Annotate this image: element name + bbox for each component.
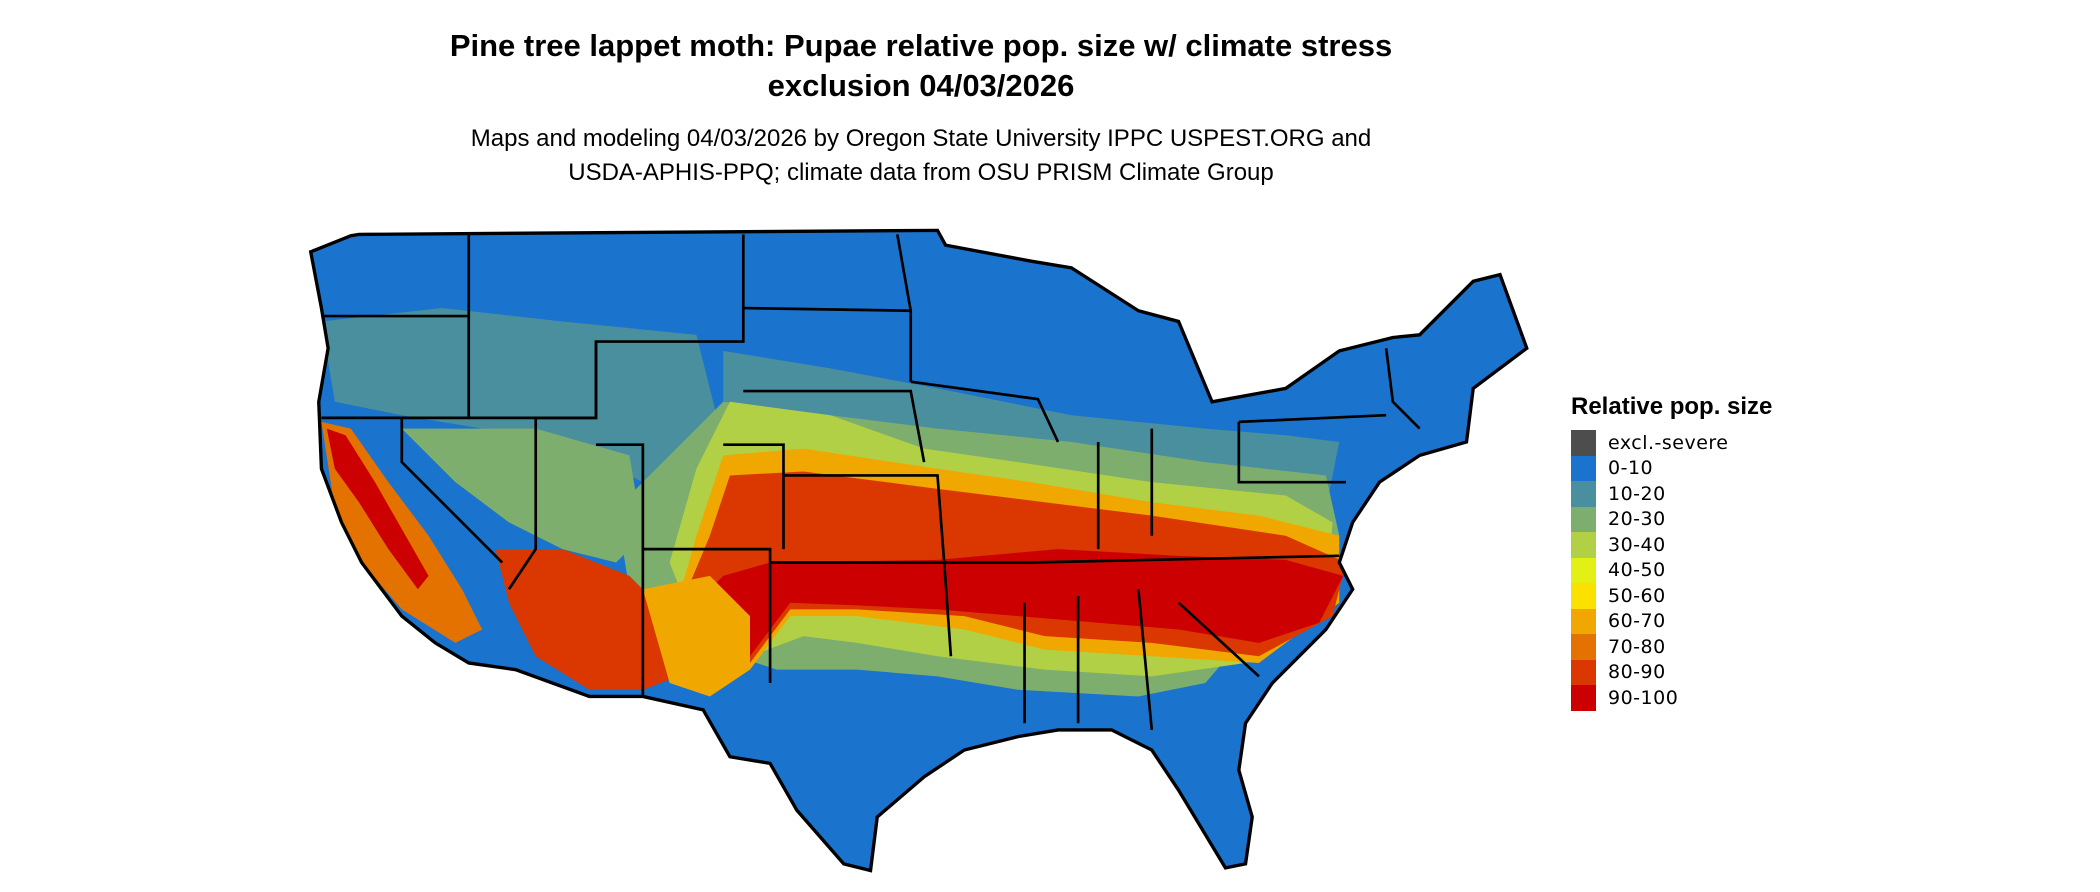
map-title: Pine tree lappet moth: Pupae relative po…: [0, 26, 1842, 106]
legend-swatch: [1571, 583, 1596, 609]
legend-swatch: [1571, 557, 1596, 583]
zone-west-basin: [401, 428, 643, 563]
legend-label: 90-100: [1608, 686, 1679, 709]
map-title-line-1: Pine tree lappet moth: Pupae relative po…: [449, 28, 1393, 63]
legend-item: 10-20: [1571, 481, 1772, 507]
legend-swatch: [1571, 634, 1596, 660]
legend-item: 80-90: [1571, 659, 1772, 685]
legend-swatch: [1571, 481, 1596, 507]
zone-west-ca-core: [326, 428, 429, 590]
map-title-line-2: exclusion 04/03/2026: [767, 68, 1075, 103]
legend-label: 0-10: [1608, 457, 1654, 480]
legend-label: 50-60: [1608, 584, 1666, 607]
legend-item: 90-100: [1571, 685, 1772, 711]
legend-item: 30-40: [1571, 532, 1772, 558]
legend-swatch: [1571, 659, 1596, 685]
legend-label: 80-90: [1608, 661, 1666, 684]
zone-90-100: [683, 549, 1344, 670]
legend-swatch: [1571, 532, 1596, 558]
legend-title: Relative pop. size: [1571, 393, 1773, 420]
legend-item: 20-30: [1571, 506, 1772, 532]
legend-swatch: [1571, 685, 1596, 711]
map-subtitle: Maps and modeling 04/03/2026 by Oregon S…: [0, 122, 1842, 190]
state-borders: [321, 234, 1421, 731]
legend-swatch: [1571, 430, 1596, 456]
legend-swatch: [1571, 455, 1596, 481]
legend: Relative pop. size excl.-severe 0-10 10-20…: [1571, 392, 1772, 711]
legend-item: 70-80: [1571, 634, 1772, 660]
legend-item: 60-70: [1571, 608, 1772, 634]
legend-label: 20-30: [1608, 508, 1666, 531]
legend-item: excl.-severe: [1571, 430, 1772, 456]
zone-west-nm: [642, 575, 750, 697]
legend-item: 40-50: [1571, 557, 1772, 583]
legend-label: excl.-severe: [1608, 431, 1729, 454]
map-subtitle-line-2: USDA-APHIS-PPQ; climate data from OSU PR…: [568, 159, 1274, 186]
legend-item: 50-60: [1571, 583, 1772, 609]
legend-label: 60-70: [1608, 610, 1666, 633]
zone-west-az: [495, 549, 697, 690]
legend-swatch: [1571, 608, 1596, 634]
map-subtitle-line-1: Maps and modeling 04/03/2026 by Oregon S…: [470, 125, 1372, 152]
legend-label: 30-40: [1608, 533, 1666, 556]
legend-label: 40-50: [1608, 559, 1666, 582]
zone-10-20-west: [321, 308, 724, 483]
legend-swatch: [1571, 506, 1596, 532]
legend-label: 70-80: [1608, 635, 1666, 658]
legend-label: 10-20: [1608, 482, 1666, 505]
legend-item: 0-10: [1571, 455, 1772, 481]
